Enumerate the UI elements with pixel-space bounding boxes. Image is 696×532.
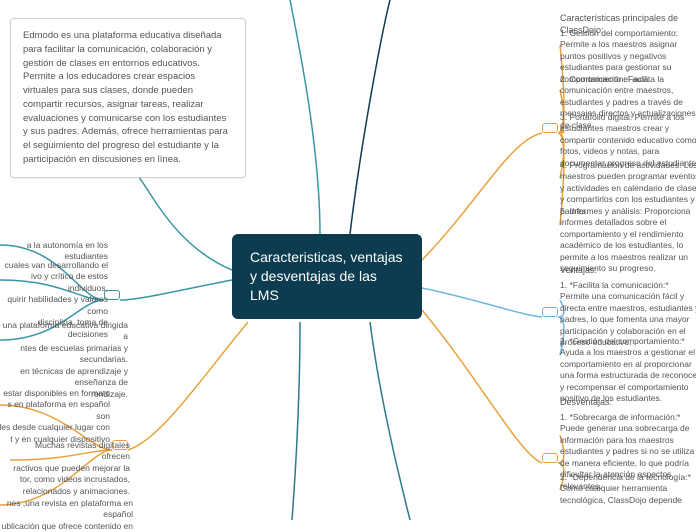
- joint-right-2: [542, 307, 558, 317]
- mindmap-canvas: Caracteristicas, ventajas y desventajas …: [0, 0, 696, 520]
- edmodo-description-box[interactable]: Edmodo es una plataforma educativa diseñ…: [10, 18, 246, 178]
- leaf-item: 2. *Dependencia de la tecnología:* Como …: [560, 472, 696, 506]
- leaf-item: 2. *Gestión del comportamiento:* Ayuda a…: [560, 336, 696, 405]
- leaf-item: Muchas revistas digitales ofrecen ractiv…: [10, 440, 130, 497]
- leaf-item: estar disponibles en formato s en plataf…: [0, 388, 110, 445]
- center-node[interactable]: Caracteristicas, ventajas y desventajas …: [232, 234, 422, 319]
- leaf-item: 5. Informes y análisis: Proporciona info…: [560, 206, 696, 275]
- joint-right-3: [542, 453, 558, 463]
- leaf-item: nes ,una revista en plataforma en españo…: [0, 498, 133, 532]
- joint-right-1: [542, 123, 558, 133]
